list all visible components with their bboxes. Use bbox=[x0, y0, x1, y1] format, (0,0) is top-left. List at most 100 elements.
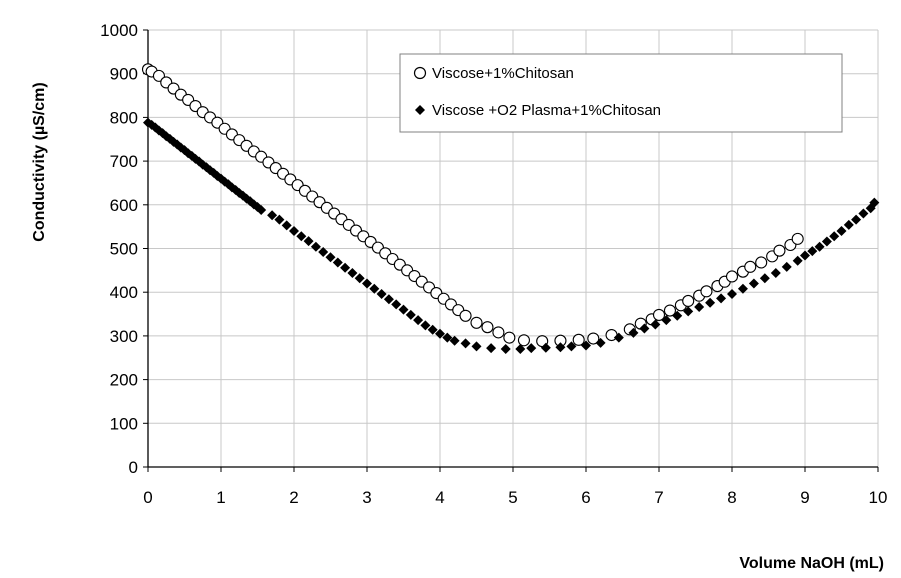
x-tick-label: 5 bbox=[508, 488, 517, 507]
data-point-filled-diamond bbox=[354, 273, 365, 284]
data-point-filled-diamond bbox=[413, 315, 424, 326]
data-point-filled-diamond bbox=[500, 344, 511, 355]
data-point-filled-diamond bbox=[683, 306, 694, 317]
data-point-filled-diamond bbox=[398, 304, 409, 315]
series-1 bbox=[141, 63, 804, 348]
data-point-filled-diamond bbox=[303, 236, 314, 247]
data-point-filled-diamond bbox=[460, 338, 471, 349]
data-point-open-circle bbox=[503, 331, 516, 344]
data-point-filled-diamond bbox=[748, 278, 759, 289]
data-point-filled-diamond bbox=[694, 302, 705, 313]
data-point-filled-diamond bbox=[449, 335, 460, 346]
data-point-filled-diamond bbox=[486, 343, 497, 354]
data-point-filled-diamond bbox=[471, 341, 482, 352]
data-point-filled-diamond bbox=[759, 273, 770, 284]
data-point-filled-diamond bbox=[340, 262, 351, 273]
data-point-filled-diamond bbox=[376, 288, 387, 299]
data-point-filled-diamond bbox=[383, 294, 394, 305]
gridlines bbox=[148, 29, 879, 467]
data-point-filled-diamond bbox=[829, 231, 840, 242]
data-point-filled-diamond bbox=[639, 323, 650, 334]
data-point-filled-diamond bbox=[391, 299, 402, 310]
data-point-filled-diamond bbox=[727, 288, 737, 299]
x-tick-label: 7 bbox=[654, 488, 663, 507]
data-point-filled-diamond bbox=[858, 208, 869, 219]
x-tick-label: 6 bbox=[581, 488, 590, 507]
data-point-filled-diamond bbox=[332, 257, 343, 268]
data-point-filled-diamond bbox=[435, 328, 445, 339]
y-tick-label: 0 bbox=[129, 458, 138, 477]
legend: Viscose+1%Chitosan Viscose +O2 Plasma+1%… bbox=[399, 53, 843, 133]
data-point-filled-diamond bbox=[807, 246, 818, 257]
data-point-filled-diamond bbox=[526, 343, 537, 354]
data-point-open-circle bbox=[773, 244, 786, 257]
x-tick-label: 0 bbox=[143, 488, 152, 507]
data-point-open-circle bbox=[755, 256, 768, 269]
data-point-filled-diamond bbox=[427, 324, 438, 335]
data-point-filled-diamond bbox=[296, 231, 307, 242]
data-point-filled-diamond bbox=[792, 255, 803, 266]
y-tick-label: 900 bbox=[110, 65, 138, 84]
data-point-filled-diamond bbox=[672, 310, 683, 321]
y-tick-label: 300 bbox=[110, 327, 138, 346]
data-point-filled-diamond bbox=[821, 236, 832, 247]
data-point-open-circle bbox=[652, 308, 666, 321]
y-tick-label: 800 bbox=[110, 108, 138, 127]
data-point-filled-diamond bbox=[289, 226, 299, 237]
data-point-filled-diamond bbox=[661, 315, 672, 326]
series-layer bbox=[141, 63, 880, 355]
data-point-filled-diamond bbox=[843, 219, 854, 230]
data-point-filled-diamond bbox=[442, 332, 453, 343]
y-tick-label: 700 bbox=[110, 152, 138, 171]
data-point-filled-diamond bbox=[267, 210, 278, 221]
y-tick-label: 500 bbox=[110, 240, 138, 259]
data-point-filled-diamond bbox=[737, 283, 748, 294]
data-point-open-circle bbox=[725, 270, 739, 283]
legend-box bbox=[399, 53, 843, 133]
data-point-filled-diamond bbox=[515, 344, 526, 355]
x-tick-label: 9 bbox=[800, 488, 809, 507]
data-point-open-circle bbox=[587, 332, 600, 345]
data-point-filled-diamond bbox=[814, 241, 825, 252]
legend-marker-filled-diamond bbox=[415, 105, 425, 115]
x-tick-label: 8 bbox=[727, 488, 736, 507]
data-point-filled-diamond bbox=[540, 342, 551, 353]
data-point-open-circle bbox=[744, 260, 757, 273]
data-point-open-circle bbox=[572, 333, 585, 346]
y-tick-label: 400 bbox=[110, 283, 138, 302]
data-point-filled-diamond bbox=[256, 205, 267, 216]
data-point-filled-diamond bbox=[347, 267, 358, 278]
data-point-open-circle bbox=[663, 304, 677, 317]
data-point-filled-diamond bbox=[369, 283, 380, 294]
data-point-filled-diamond bbox=[836, 226, 847, 237]
y-axis-title: Conductivity (µS/cm) bbox=[31, 82, 48, 241]
data-point-filled-diamond bbox=[274, 214, 285, 225]
data-point-open-circle bbox=[492, 326, 505, 339]
data-point-filled-diamond bbox=[581, 340, 591, 351]
y-tick-label: 600 bbox=[110, 196, 138, 215]
data-point-filled-diamond bbox=[318, 246, 329, 257]
data-point-open-circle bbox=[682, 294, 695, 307]
data-point-filled-diamond bbox=[150, 122, 161, 133]
data-point-filled-diamond bbox=[420, 320, 431, 331]
data-point-open-circle bbox=[791, 232, 804, 245]
y-tick-label: 200 bbox=[110, 371, 138, 390]
x-tick-label: 1 bbox=[216, 488, 225, 507]
axes bbox=[143, 29, 879, 472]
data-point-filled-diamond bbox=[628, 327, 639, 338]
y-tick-label: 1000 bbox=[100, 21, 138, 40]
data-point-open-circle bbox=[459, 309, 472, 322]
data-point-filled-diamond bbox=[613, 332, 624, 343]
data-point-filled-diamond bbox=[595, 337, 606, 348]
legend-label-series-2: Viscose +O2 Plasma+1%Chitosan bbox=[432, 102, 661, 119]
data-point-filled-diamond bbox=[800, 250, 810, 261]
data-point-open-circle bbox=[517, 334, 531, 347]
data-point-filled-diamond bbox=[325, 252, 336, 263]
data-point-open-circle bbox=[481, 321, 494, 334]
data-point-open-circle bbox=[470, 316, 483, 329]
data-point-filled-diamond bbox=[770, 267, 781, 278]
data-point-filled-diamond bbox=[281, 220, 292, 231]
legend-label-series-1: Viscose+1%Chitosan bbox=[432, 65, 574, 82]
x-tick-labels: 0 1 2 3 4 5 6 7 8 9 10 bbox=[143, 488, 887, 507]
data-point-filled-diamond bbox=[781, 261, 792, 272]
